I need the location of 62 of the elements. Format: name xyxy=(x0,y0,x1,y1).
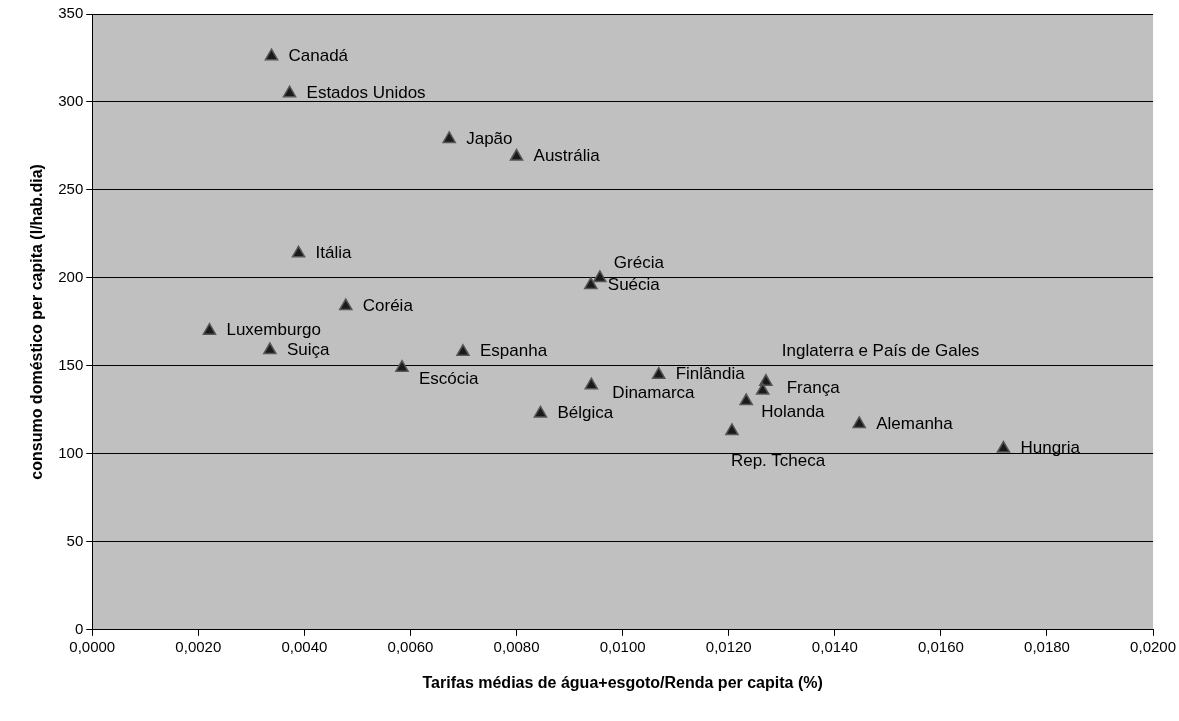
y-tick-label: 200 xyxy=(58,268,84,286)
annotation: Grécia xyxy=(613,252,665,272)
point xyxy=(593,270,607,283)
annotation: Suécia xyxy=(607,274,661,294)
y-axis-title: consumo doméstico per capita (l/hab.dia) xyxy=(28,164,46,480)
annotation: Suiça xyxy=(286,339,330,359)
annotation: Inglaterra e País de Gales xyxy=(781,341,980,361)
point xyxy=(852,416,867,429)
x-tick-label: 0,0060 xyxy=(387,637,434,655)
y-tick-label: 350 xyxy=(58,4,84,22)
x-tick-label: 0,0020 xyxy=(175,637,222,655)
point xyxy=(725,423,739,436)
annotation: Escócia xyxy=(418,369,480,389)
point xyxy=(282,85,297,98)
annotation: Rep. Tcheca xyxy=(730,450,826,470)
point xyxy=(264,48,279,61)
x-axis-title: Tarifas médias de água+esgoto/Renda per capita (%) xyxy=(422,673,823,691)
x-tick-label: 0,0180 xyxy=(1024,637,1070,655)
point xyxy=(584,277,598,290)
point xyxy=(739,393,754,406)
annotation: Estados Unidos xyxy=(306,82,426,102)
annotation: Coréia xyxy=(362,295,414,315)
annotation: Luxemburgo xyxy=(226,320,321,340)
point xyxy=(651,366,666,379)
point xyxy=(291,245,306,258)
annotation: Alemanha xyxy=(876,413,954,433)
point xyxy=(442,131,457,144)
x-tick-label: 0,0080 xyxy=(493,637,540,655)
annotation: Holanda xyxy=(761,401,826,421)
y-tick-label: 150 xyxy=(58,356,84,374)
point xyxy=(755,382,770,395)
annotation: Finlândia xyxy=(675,364,746,384)
point xyxy=(263,342,277,355)
point xyxy=(509,148,524,161)
x-tick-label: 0,0160 xyxy=(917,637,964,655)
x-tick-label: 0,0120 xyxy=(705,637,752,655)
point xyxy=(456,344,470,357)
point xyxy=(338,298,353,311)
y-tick-label: 0 xyxy=(74,619,84,637)
point xyxy=(533,405,548,418)
point xyxy=(996,440,1011,453)
y-tick-label: 300 xyxy=(58,92,84,110)
y-tick-label: 50 xyxy=(66,531,84,549)
y-tick-label: 100 xyxy=(58,444,84,461)
x-tick-label: 0,0200 xyxy=(1130,637,1177,655)
annotation: Itália xyxy=(315,242,353,262)
point xyxy=(584,377,599,390)
x-tick-label: 0,0140 xyxy=(811,637,858,655)
annotation: França xyxy=(786,378,841,398)
annotation: Japão xyxy=(466,128,513,148)
annotation: Bélgica xyxy=(557,403,614,423)
y-tick-label: 250 xyxy=(58,180,84,198)
annotation: Dinamarca xyxy=(612,382,696,402)
point xyxy=(395,359,409,372)
annotation: Austrália xyxy=(533,146,601,166)
x-tick-label: 0,0000 xyxy=(69,637,116,655)
x-tick-label: 0,0100 xyxy=(599,637,646,655)
x-tick-label: 0,0040 xyxy=(281,637,328,655)
point xyxy=(202,322,217,335)
annotation: Canadá xyxy=(288,45,349,65)
annotation: Hungria xyxy=(1020,438,1081,458)
annotation: Espanha xyxy=(479,341,548,361)
